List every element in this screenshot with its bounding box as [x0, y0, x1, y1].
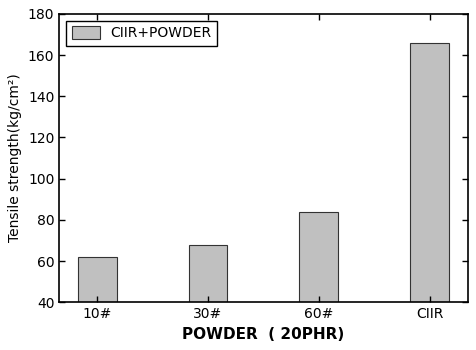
- Legend: CIIR+POWDER: CIIR+POWDER: [66, 21, 218, 46]
- Bar: [78, 257, 117, 350]
- X-axis label: POWDER  ( 20PHR): POWDER ( 20PHR): [182, 327, 345, 342]
- Y-axis label: Tensile strength(kg/cm²): Tensile strength(kg/cm²): [9, 74, 22, 243]
- Bar: [188, 245, 228, 350]
- Bar: [410, 43, 449, 350]
- Bar: [299, 212, 338, 350]
